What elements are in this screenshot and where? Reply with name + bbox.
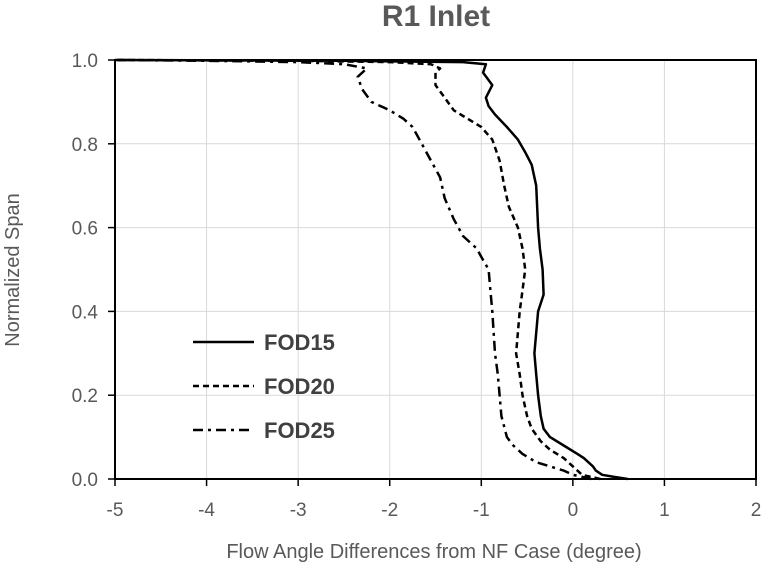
y-tick-label: 0.4 [72, 302, 99, 323]
tick-layer: 0.0 0.2 0.4 0.6 0.8 1.0 -5 -4 -3 -2 -1 0 1 2 [72, 51, 762, 521]
x-tick-label: 1 [659, 500, 670, 521]
y-tick-label: 0.8 [72, 135, 98, 156]
x-tick-label: -3 [290, 500, 307, 521]
plot-frame [114, 59, 757, 480]
legend-label-fod15: FOD15 [264, 330, 335, 355]
x-tick-label: -5 [107, 500, 124, 521]
y-tick-label: 1.0 [72, 51, 98, 72]
x-tick-label: -2 [381, 500, 398, 521]
grid [114, 59, 757, 480]
y-axis-label: Normalized Span [2, 193, 24, 346]
series-fod25-line [114, 58, 592, 481]
series-fod20-line [114, 58, 601, 481]
y-tick-label: 0.2 [72, 386, 98, 407]
x-tick-label: 2 [751, 500, 762, 521]
series-fod15-line [114, 58, 628, 481]
chart-title: R1 Inlet [382, 0, 490, 33]
y-tick-label: 0.6 [72, 219, 98, 240]
legend-label-fod20: FOD20 [264, 374, 335, 399]
series-layer [114, 58, 628, 481]
x-tick-label: -4 [198, 500, 215, 521]
legend: FOD15 FOD20 FOD25 [193, 330, 335, 443]
x-tick-label: -1 [473, 500, 490, 521]
y-tick-label: 0.0 [72, 470, 98, 491]
legend-label-fod25: FOD25 [264, 418, 335, 443]
x-tick-label: 0 [568, 500, 579, 521]
x-axis-label: Flow Angle Differences from NF Case (deg… [226, 541, 641, 563]
